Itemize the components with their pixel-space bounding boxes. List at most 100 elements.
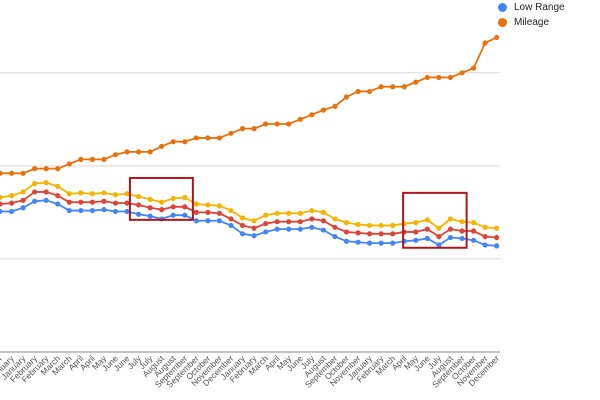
data-point-mileage [332,103,338,109]
data-point-red [159,207,165,213]
data-point-yellow [32,180,38,187]
data-point-red [263,220,269,227]
data-point-low_range [78,207,84,214]
data-point-low_range [32,198,38,204]
data-point-mileage [170,139,176,145]
legend-item-mileage[interactable]: Mileage [498,15,565,30]
series-line-yellow [0,181,497,230]
data-point-mileage [43,166,49,172]
data-point-yellow [228,207,234,214]
data-point-mileage [286,121,292,127]
data-point-red [378,231,384,237]
data-point-mileage [470,65,477,71]
data-point-red [459,228,465,234]
data-point-yellow [193,201,199,207]
data-point-low_range [297,226,303,232]
data-point-mileage [239,126,246,132]
data-point-low_range [216,218,223,224]
data-point-red [355,230,361,236]
data-point-low_range [147,213,153,219]
data-point-mileage [32,166,38,172]
data-point-yellow [205,202,211,208]
data-point-red [424,226,430,232]
legend-label: Mileage [514,17,550,28]
data-point-red [216,210,223,216]
data-point-red [78,199,84,205]
data-point-red [170,204,176,210]
series-line-mileage [0,36,498,175]
data-point-low_range [182,212,188,218]
data-point-mileage [424,74,430,81]
data-point-low_range [55,201,61,207]
data-point-yellow [43,180,49,186]
data-point-yellow [447,216,454,222]
data-point-mileage [390,84,396,90]
series-line-low_range [0,199,497,247]
data-point-low_range [193,218,199,224]
legend-item-low-range[interactable]: Low Range [498,0,565,15]
data-point-red [193,209,199,215]
data-point-red [136,202,142,208]
data-point-yellow [413,220,419,226]
data-point-yellow [89,191,95,197]
data-point-low_range [263,229,269,235]
data-point-mileage [112,152,119,158]
data-point-low_range [470,237,477,243]
data-point-low_range [274,226,280,232]
data-point-low_range [436,242,442,248]
data-point-yellow [436,225,442,231]
legend-label: Low Range [514,2,565,13]
data-point-yellow [159,199,165,205]
data-point-low_range [343,238,350,244]
data-point-red [251,225,257,231]
data-point-red [332,224,338,230]
data-point-red [297,219,303,225]
data-point-red [66,199,72,205]
data-point-mileage [20,170,26,176]
data-point-low_range [239,231,246,237]
data-point-mileage [459,70,465,76]
data-point-mileage [436,74,442,81]
data-point-yellow [182,194,188,201]
data-point-yellow [424,217,430,223]
data-point-mileage [216,135,223,141]
data-point-yellow [309,207,315,214]
data-point-yellow [136,193,142,200]
data-point-mileage [78,156,84,162]
data-point-red [228,216,234,222]
data-point-red [20,197,26,203]
data-point-mileage [251,126,257,132]
data-point-yellow [55,183,61,189]
data-point-mileage [66,161,72,167]
data-point-red [101,198,107,204]
data-point-red [8,200,15,206]
data-point-low_range [8,208,15,215]
data-point-yellow [112,192,119,198]
data-point-red [89,199,95,205]
data-point-mileage [101,156,107,162]
data-point-mileage [274,121,280,127]
data-point-low_range [170,212,176,218]
data-point-yellow [390,222,396,229]
data-point-mileage [343,94,350,100]
data-point-red [43,189,49,195]
data-point-yellow [78,190,84,196]
data-point-mileage [159,143,165,149]
data-point-yellow [343,220,350,226]
data-point-yellow [355,221,361,228]
data-point-yellow [470,220,477,226]
data-point-mileage [378,84,384,90]
data-point-low_range [332,233,338,240]
data-point-low_range [447,234,454,241]
data-point-low_range [112,208,119,215]
data-point-low_range [367,240,373,246]
data-point-low_range [320,227,326,233]
data-point-mileage [297,116,303,122]
data-point-mileage [182,139,188,145]
data-point-low_range [251,233,257,239]
data-point-red [182,204,188,210]
data-point-low_range [43,197,49,203]
data-point-low_range [309,224,315,230]
data-point-mileage [355,88,361,95]
data-point-mileage [136,149,142,155]
